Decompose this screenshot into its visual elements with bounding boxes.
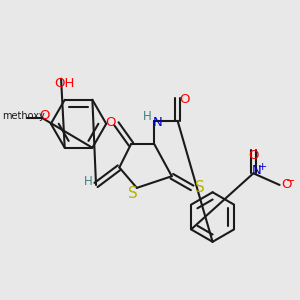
Text: O: O — [105, 116, 115, 129]
Text: S: S — [128, 186, 138, 201]
Text: O: O — [39, 109, 50, 122]
Text: N: N — [251, 164, 261, 178]
Text: O: O — [179, 92, 189, 106]
Text: H: H — [142, 110, 152, 123]
Text: N: N — [152, 116, 162, 129]
Text: OH: OH — [54, 77, 74, 90]
Text: methoxy: methoxy — [2, 111, 45, 121]
Text: −: − — [286, 176, 295, 186]
Text: O: O — [281, 178, 291, 191]
Text: H: H — [84, 175, 93, 188]
Text: +: + — [257, 162, 267, 172]
Text: S: S — [195, 180, 204, 195]
Text: O: O — [248, 149, 259, 162]
